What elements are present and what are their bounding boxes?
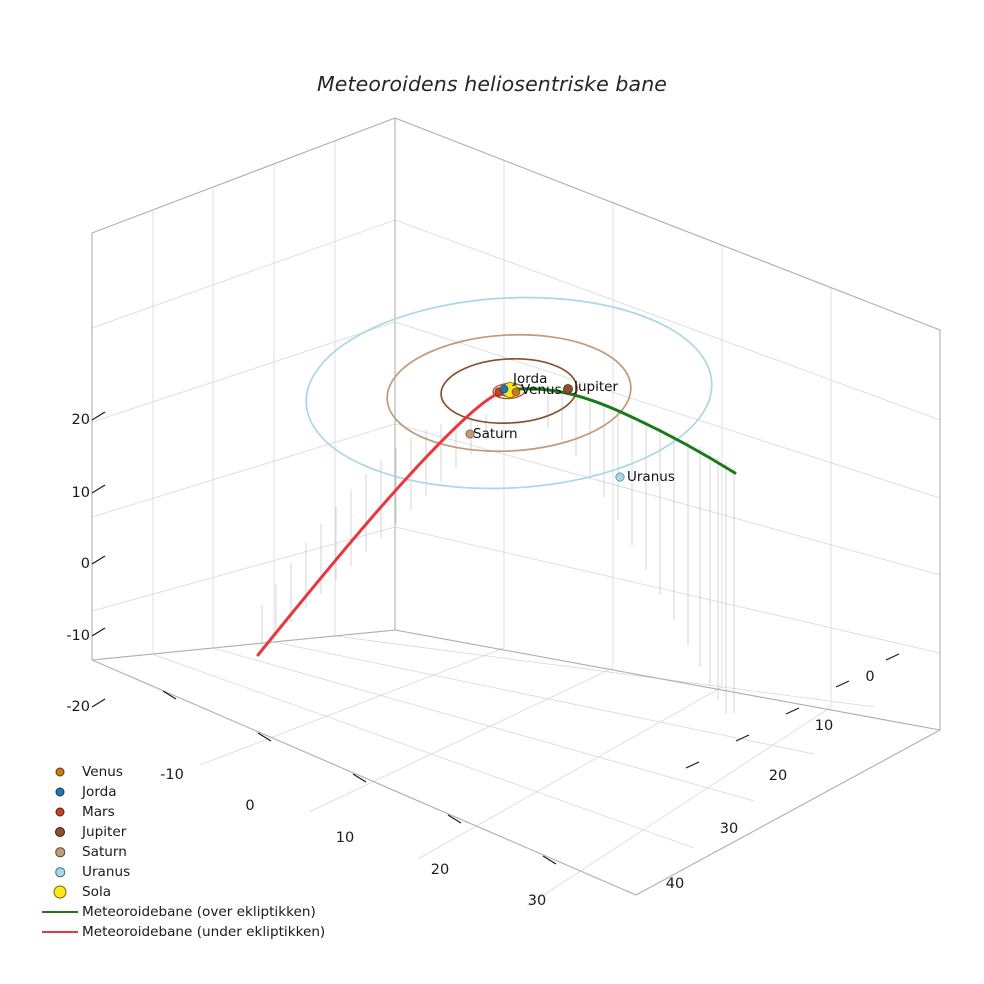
legend-item-jupiter[interactable]: Jupiter bbox=[40, 822, 340, 842]
orbit-uranus bbox=[305, 296, 713, 490]
legend-label: Mars bbox=[82, 804, 115, 820]
legend-label: Saturn bbox=[82, 844, 127, 860]
axes-panes bbox=[90, 117, 942, 896]
legend-item-uranus[interactable]: Uranus bbox=[40, 862, 340, 882]
page-title: Meteoroidens heliosentriske bane bbox=[316, 72, 668, 96]
label-jupiter: Jupiter bbox=[574, 379, 619, 395]
uranus-marker-icon bbox=[40, 862, 80, 882]
legend-label: Sola bbox=[82, 884, 112, 900]
x-tick-label: 20 bbox=[430, 862, 450, 878]
trajectory-drop-stems bbox=[261, 387, 735, 728]
y-tick-label: 0 bbox=[865, 669, 875, 685]
meteoroid-path-below-ecliptic bbox=[256, 388, 508, 657]
z-tick-label: 10 bbox=[71, 485, 90, 501]
legend-item-mars[interactable]: Mars bbox=[40, 802, 340, 822]
jorda-marker-icon bbox=[40, 782, 80, 802]
z-tick-label: -10 bbox=[66, 628, 90, 644]
legend: Venus Jorda Mars Jupiter Saturn Uranus S… bbox=[40, 762, 340, 942]
body-uranus bbox=[615, 472, 625, 482]
grid-lines bbox=[91, 141, 941, 907]
orbit-jupiter bbox=[440, 357, 578, 425]
jupiter-marker-icon bbox=[40, 822, 80, 842]
label-jorda: Jorda bbox=[513, 371, 548, 387]
x-tick-label: 0 bbox=[245, 798, 255, 814]
orbit-saturn bbox=[386, 333, 632, 453]
legend-label: Venus bbox=[82, 764, 123, 780]
axis-spines bbox=[91, 117, 941, 896]
y-tick-label: 10 bbox=[814, 718, 834, 734]
body-saturn bbox=[465, 429, 475, 439]
x-tick-label: 10 bbox=[335, 830, 355, 846]
x-tick-label: 30 bbox=[527, 893, 547, 909]
legend-label: Jupiter bbox=[82, 824, 127, 840]
legend-label: Jorda bbox=[82, 784, 117, 800]
green-line-icon bbox=[40, 902, 80, 922]
label-uranus: Uranus bbox=[627, 469, 675, 485]
legend-label: Uranus bbox=[82, 864, 131, 880]
legend-item-venus[interactable]: Venus bbox=[40, 762, 340, 782]
legend-item-sola[interactable]: Sola bbox=[40, 882, 340, 902]
venus-marker-icon bbox=[40, 762, 80, 782]
mars-marker-icon bbox=[40, 802, 80, 822]
legend-item-path-above-ecliptic[interactable]: Meteoroidebane (over ekliptikken) bbox=[40, 902, 340, 922]
legend-label: Meteoroidebane (over ekliptikken) bbox=[82, 904, 316, 920]
legend-item-path-below-ecliptic[interactable]: Meteoroidebane (under ekliptikken) bbox=[40, 922, 340, 942]
label-saturn: Saturn bbox=[473, 426, 518, 442]
z-tick-label: 0 bbox=[80, 556, 90, 572]
label-venus: Venus bbox=[521, 382, 562, 398]
legend-item-jorda[interactable]: Jorda bbox=[40, 782, 340, 802]
meteoroid-path-above-ecliptic bbox=[504, 387, 737, 475]
y-tick-label: 30 bbox=[719, 821, 739, 837]
z-tick-label: -20 bbox=[66, 699, 90, 715]
legend-label: Meteoroidebane (under ekliptikken) bbox=[82, 924, 326, 940]
body-jupiter bbox=[563, 384, 573, 394]
sola-marker-icon bbox=[40, 882, 80, 902]
body-venus bbox=[511, 387, 521, 397]
body-jorda bbox=[499, 384, 509, 394]
x-tick-label: -10 bbox=[160, 767, 184, 783]
y-tick-label: 20 bbox=[768, 768, 788, 784]
saturn-marker-icon bbox=[40, 842, 80, 862]
legend-item-saturn[interactable]: Saturn bbox=[40, 842, 340, 862]
z-tick-label: 20 bbox=[71, 412, 90, 428]
axis-tick-marks bbox=[91, 411, 900, 865]
y-tick-label: 40 bbox=[665, 876, 685, 892]
celestial-bodies bbox=[465, 382, 625, 482]
red-line-icon bbox=[40, 922, 80, 942]
